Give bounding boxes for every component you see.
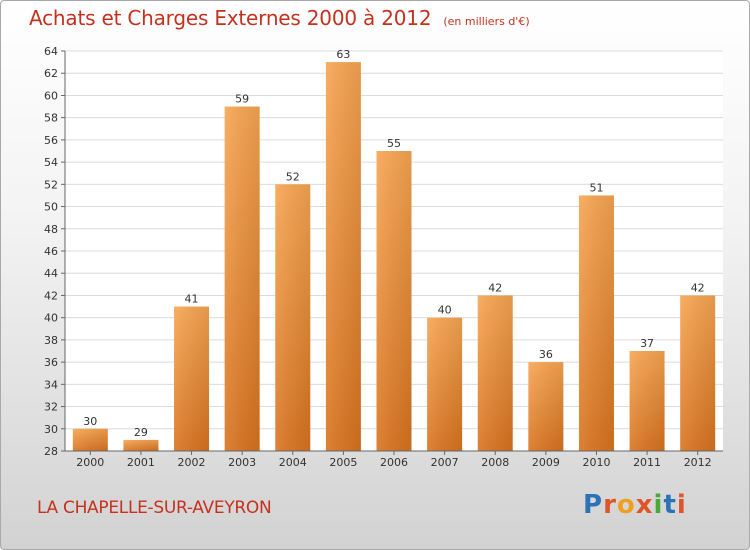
y-tick-label: 64	[44, 45, 58, 58]
data-label: 40	[438, 304, 452, 317]
bar-shade	[224, 106, 260, 452]
y-tick-label: 52	[44, 178, 58, 191]
x-tick-label: 2004	[279, 456, 307, 469]
y-tick-label: 48	[44, 223, 58, 236]
bar-shade	[376, 151, 412, 451]
data-label: 29	[134, 426, 148, 439]
y-tick-label: 36	[44, 356, 58, 369]
x-tick-label: 2003	[228, 456, 256, 469]
x-tick-label: 2001	[127, 456, 155, 469]
x-tick-label: 2000	[76, 456, 104, 469]
y-tick-label: 38	[44, 334, 58, 347]
data-label: 41	[185, 293, 199, 306]
logo-letter: x	[635, 490, 654, 520]
y-tick-label: 34	[44, 378, 58, 391]
bar-shade	[174, 306, 210, 451]
y-tick-label: 50	[44, 201, 58, 214]
logo-letter: i	[676, 490, 687, 520]
bar-shade	[578, 195, 614, 451]
data-label: 59	[235, 93, 249, 106]
bar-shade	[477, 295, 513, 451]
y-tick-label: 40	[44, 312, 58, 325]
town-name: LA CHAPELLE-SUR-AVEYRON	[37, 498, 272, 518]
logo-letter: t	[663, 490, 677, 520]
bar-shade	[275, 184, 311, 452]
logo-letter: i	[653, 490, 664, 520]
bar-shade	[325, 62, 361, 451]
data-label: 63	[336, 48, 350, 61]
y-tick-label: 42	[44, 289, 58, 302]
bar-shade	[72, 428, 108, 451]
bars	[72, 62, 716, 452]
logo-letter: r	[603, 490, 617, 520]
x-tick-label: 2006	[380, 456, 408, 469]
y-tick-label: 46	[44, 245, 58, 258]
x-tick-label: 2011	[633, 456, 661, 469]
proxiti-logo: Proxiti	[583, 490, 687, 520]
y-tick-label: 28	[44, 445, 58, 458]
x-tick-label: 2005	[329, 456, 357, 469]
x-tick-label: 2002	[178, 456, 206, 469]
y-tick-label: 60	[44, 89, 58, 102]
data-label: 52	[286, 170, 300, 183]
bar-shade	[123, 439, 159, 451]
data-label: 37	[640, 337, 654, 350]
y-tick-label: 30	[44, 423, 58, 436]
y-tick-label: 44	[44, 267, 58, 280]
y-tick-label: 54	[44, 156, 58, 169]
data-label: 55	[387, 137, 401, 150]
data-label: 51	[589, 181, 603, 194]
data-label: 36	[539, 348, 553, 361]
bar-shade	[680, 295, 716, 451]
y-tick-label: 58	[44, 112, 58, 125]
logo-letter: o	[616, 490, 636, 520]
logo-letter: P	[583, 490, 604, 520]
data-label: 42	[691, 281, 705, 294]
chart-subtitle: (en milliers d'€)	[443, 15, 530, 28]
y-tick-label: 62	[44, 67, 58, 80]
x-tick-label: 2010	[582, 456, 610, 469]
data-label: 42	[488, 281, 502, 294]
x-tick-label: 2009	[532, 456, 560, 469]
bar-shade	[528, 362, 564, 451]
axes: 28 30 32 34 36 38 40 42 44 46 48 50 52 54 56 58 60 62 64 20…	[44, 45, 723, 469]
bar-shade	[427, 317, 463, 451]
x-tick-label: 2007	[431, 456, 459, 469]
title-row: Achats et Charges Externes 2000 à 2012 (e…	[29, 6, 530, 30]
x-tick-label: 2012	[684, 456, 712, 469]
y-tick-label: 56	[44, 134, 58, 147]
y-tick-label: 32	[44, 401, 58, 414]
bar-shade	[629, 351, 665, 451]
chart-title: Achats et Charges Externes 2000 à 2012	[29, 6, 432, 30]
data-labels: 30 29 41 59 52 63 55 40 42 36 51 37 42	[83, 48, 704, 439]
x-tick-label: 2008	[481, 456, 509, 469]
data-label: 30	[83, 415, 97, 428]
